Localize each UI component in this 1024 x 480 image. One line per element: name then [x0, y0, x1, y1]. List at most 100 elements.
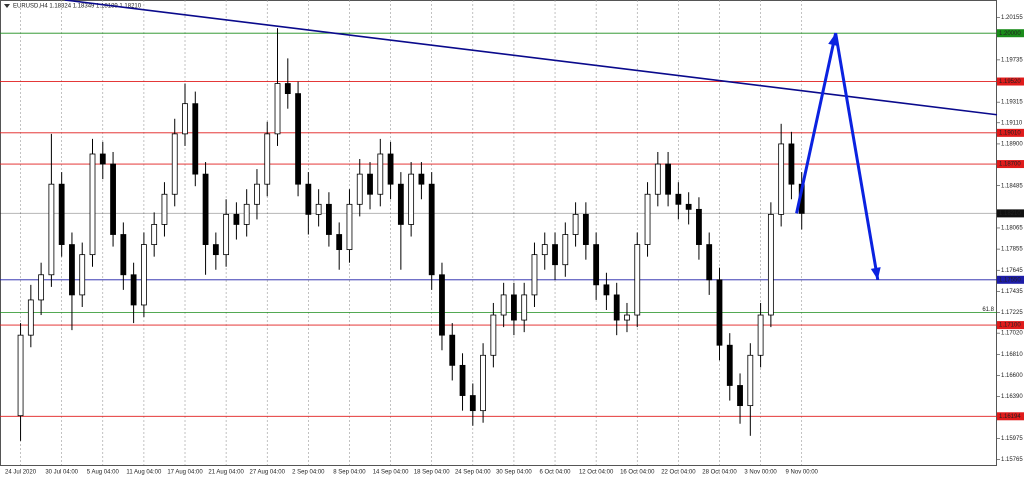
candle-body [593, 244, 600, 286]
candle-body [346, 203, 353, 251]
menu-icon[interactable] [4, 4, 10, 8]
candle-body [140, 244, 147, 306]
candle-body [110, 163, 116, 235]
candle-body [675, 193, 682, 205]
x-tick-label: 8 Sep 04:00 [333, 470, 366, 476]
candle-body [613, 294, 620, 321]
candle-body [182, 103, 188, 135]
y-tick-label: 1.18065 [1001, 226, 1023, 232]
candle-body [582, 213, 589, 245]
candle-body [326, 203, 332, 235]
forecast-arrow [795, 32, 880, 281]
candle-body [233, 213, 240, 225]
candle-body [552, 244, 558, 266]
candle-body [418, 173, 425, 185]
candle-body [356, 173, 363, 205]
price-level-label: 1.17550 [999, 277, 1021, 283]
candle-body [644, 193, 651, 245]
candle-body [654, 163, 661, 195]
price-level-label: 1.19520 [999, 79, 1021, 85]
price-level-box [997, 160, 1024, 169]
candle-body [696, 208, 702, 245]
candle-body [459, 364, 466, 396]
candle-body [243, 203, 250, 225]
candle-body [716, 279, 723, 346]
candle-body [58, 183, 65, 245]
y-tick-label: 1.17645 [1001, 268, 1023, 274]
candle-body [387, 153, 394, 185]
candle-body [531, 254, 538, 296]
candle-body [161, 193, 168, 225]
y-tick-label: 1.17435 [1001, 289, 1023, 295]
candle-body [757, 314, 764, 356]
candle-body [603, 284, 610, 296]
candle-body [336, 234, 343, 251]
x-tick-label: 6 Oct 04:00 [540, 470, 572, 476]
candle-body [79, 254, 86, 296]
price-level-box [997, 128, 1024, 137]
x-tick-label: 12 Oct 04:00 [579, 470, 614, 476]
x-tick-label: 16 Oct 04:00 [620, 470, 655, 476]
candle-body [634, 244, 641, 316]
candle-body [490, 314, 497, 356]
candle-body [706, 244, 713, 281]
chart-title: EURUSD,H4 1.18324 1.18349 1.18189 1.1821… [13, 4, 142, 10]
y-tick-label: 1.16390 [1001, 394, 1023, 400]
candle-body [747, 354, 754, 407]
x-tick-label: 28 Oct 04:00 [702, 470, 737, 476]
candle-body [305, 183, 312, 215]
candle-body [726, 344, 733, 386]
plot-frame [0, 0, 997, 466]
y-tick-label: 1.19110 [1001, 120, 1023, 126]
candle-body [89, 153, 96, 256]
candle-body [171, 133, 178, 195]
x-tick-label: 11 Aug 04:00 [126, 470, 162, 476]
candle-body [295, 93, 301, 185]
candle-body [511, 294, 517, 321]
candle-body [69, 244, 75, 296]
candle-body [737, 385, 743, 407]
x-tick-label: 27 Aug 04:00 [250, 470, 286, 476]
price-level-box [997, 77, 1024, 86]
candle-body [562, 234, 569, 266]
y-tick-label: 1.15975 [1001, 436, 1023, 442]
candle-body [439, 274, 445, 336]
y-tick-label: 1.19315 [1001, 100, 1023, 106]
x-tick-label: 3 Nov 00:00 [744, 470, 777, 476]
candle-body [151, 224, 158, 245]
candle-body [521, 294, 528, 321]
x-tick-label: 30 Jul 04:00 [45, 470, 78, 476]
candle-body [284, 83, 291, 95]
y-tick-label: 1.18900 [1001, 142, 1023, 148]
x-tick-label: 9 Nov 00:00 [786, 470, 819, 476]
price-level-label: 1.18210 [999, 211, 1021, 217]
y-tick-label: 1.18485 [1001, 183, 1023, 189]
fib-label: 61.8 [982, 307, 994, 313]
candle-body [778, 143, 785, 215]
candle-body [408, 173, 415, 225]
y-tick-label: 1.17020 [1001, 331, 1023, 337]
price-level-box [997, 275, 1024, 284]
candle-body [480, 354, 486, 412]
candle-body [685, 203, 692, 210]
price-level-label: 1.18700 [999, 162, 1021, 168]
y-tick-label: 1.20155 [1001, 15, 1023, 21]
candle-body [572, 213, 579, 235]
candle-body [264, 133, 271, 185]
candle-body [767, 213, 774, 316]
x-tick-label: 24 Sep 04:00 [455, 470, 491, 476]
candle-body [212, 244, 219, 256]
price-level-box [997, 209, 1024, 218]
candle-body [48, 183, 55, 276]
candle-body [624, 314, 630, 321]
candle-body [120, 234, 127, 276]
y-tick-label: 1.17225 [1001, 310, 1023, 316]
candle-body [367, 173, 373, 195]
arrow-head [870, 267, 881, 280]
candle-body [377, 153, 384, 195]
y-tick-label: 1.16810 [1001, 352, 1023, 358]
x-tick-label: 22 Oct 04:00 [661, 470, 696, 476]
candle-body [541, 244, 548, 256]
arrow-head [828, 33, 838, 47]
